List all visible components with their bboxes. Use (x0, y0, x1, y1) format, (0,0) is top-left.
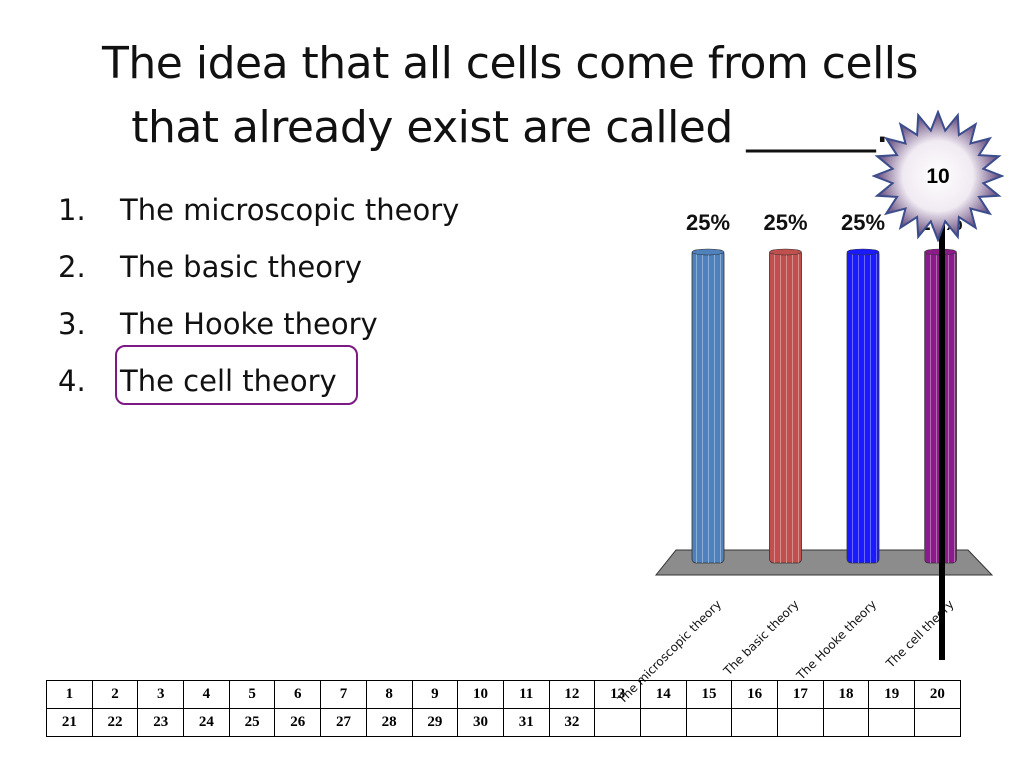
participant-cell: 31 (502, 708, 550, 737)
answer-list: 1. The microscopic theory 2. The basic the… (58, 186, 459, 414)
participant-cell: 24 (183, 708, 230, 737)
participant-cell: 2 (91, 680, 139, 709)
participant-cell: 5 (228, 680, 276, 709)
answer-label: The microscopic theory (120, 193, 460, 227)
participant-cell (731, 708, 778, 737)
participant-cell (594, 708, 641, 737)
participant-cell: 10 (457, 680, 504, 709)
category-label-4: The cell theory (883, 597, 957, 671)
answer-number: 3. (58, 307, 86, 341)
participant-cell: 19 (868, 680, 916, 709)
participant-cell: 3 (137, 680, 185, 709)
answer-option-3[interactable]: 3. The Hooke theory (58, 300, 459, 357)
participant-cell: 13 (594, 680, 641, 709)
participant-cell: 17 (777, 680, 824, 709)
question-title: The idea that all cells come from cells … (102, 38, 918, 153)
participant-grid: 1 2 3 4 5 6 7 8 9 10 11 12 13 14 15 16 17 18 19 20 21 22 23 24… (46, 680, 961, 737)
participant-cell: 7 (320, 680, 367, 709)
category-label-2: The basic theory (720, 597, 801, 678)
participant-cell (822, 708, 870, 737)
participant-cell: 6 (274, 680, 322, 709)
participant-cell: 22 (91, 708, 139, 737)
participant-cell: 9 (411, 680, 459, 709)
value-label-3: 25% (841, 210, 885, 235)
participant-cell: 29 (411, 708, 459, 737)
participant-cell: 20 (914, 680, 961, 709)
starburst-icon (872, 110, 1004, 242)
participant-cell (685, 708, 733, 737)
participant-cell: 32 (548, 708, 596, 737)
participant-cell: 26 (274, 708, 322, 737)
participant-cell: 1 (46, 680, 93, 709)
answer-option-4[interactable]: 4. The cell theory (58, 357, 459, 414)
answer-label: The cell theory (120, 364, 337, 398)
participant-cell: 28 (365, 708, 413, 737)
participant-cell: 21 (46, 708, 93, 737)
answer-label: The basic theory (120, 250, 363, 284)
participant-cell: 15 (685, 680, 733, 709)
participant-cell (777, 708, 824, 737)
participant-cell: 12 (548, 680, 596, 709)
participant-cell (868, 708, 916, 737)
participant-row-2: 21 22 23 24 25 26 27 28 29 30 31 32 (46, 708, 961, 737)
participant-cell: 23 (137, 708, 185, 737)
bar-3 (846, 248, 880, 564)
answer-number: 4. (58, 364, 86, 398)
participant-cell: 25 (228, 708, 276, 737)
participant-cell (639, 708, 687, 737)
value-label-1: 25% (686, 210, 730, 235)
participant-cell: 14 (639, 680, 687, 709)
category-label-3: The Hooke theory (793, 597, 879, 683)
timer-line (939, 190, 945, 660)
value-label-2: 25% (763, 210, 807, 235)
participant-row-1: 1 2 3 4 5 6 7 8 9 10 11 12 13 14 15 16 17 18 19 20 (46, 680, 961, 709)
answer-number: 1. (58, 193, 86, 227)
participant-cell: 4 (183, 680, 230, 709)
participant-cell: 8 (365, 680, 413, 709)
bar-1 (691, 248, 725, 564)
answer-number: 2. (58, 250, 86, 284)
bar-2 (769, 248, 802, 564)
answer-label: The Hooke theory (120, 307, 378, 341)
participant-cell: 18 (822, 680, 870, 709)
answer-option-2[interactable]: 2. The basic theory (58, 243, 459, 300)
participant-cell: 27 (320, 708, 367, 737)
participant-cell: 30 (457, 708, 504, 737)
participant-cell: 11 (502, 680, 550, 709)
countdown-value: 10 (926, 165, 949, 188)
answer-option-1[interactable]: 1. The microscopic theory (58, 186, 459, 243)
participant-cell (914, 708, 961, 737)
correct-answer-highlight (115, 345, 358, 405)
participant-cell: 16 (731, 680, 778, 709)
countdown-timer: 10 (872, 110, 1004, 242)
